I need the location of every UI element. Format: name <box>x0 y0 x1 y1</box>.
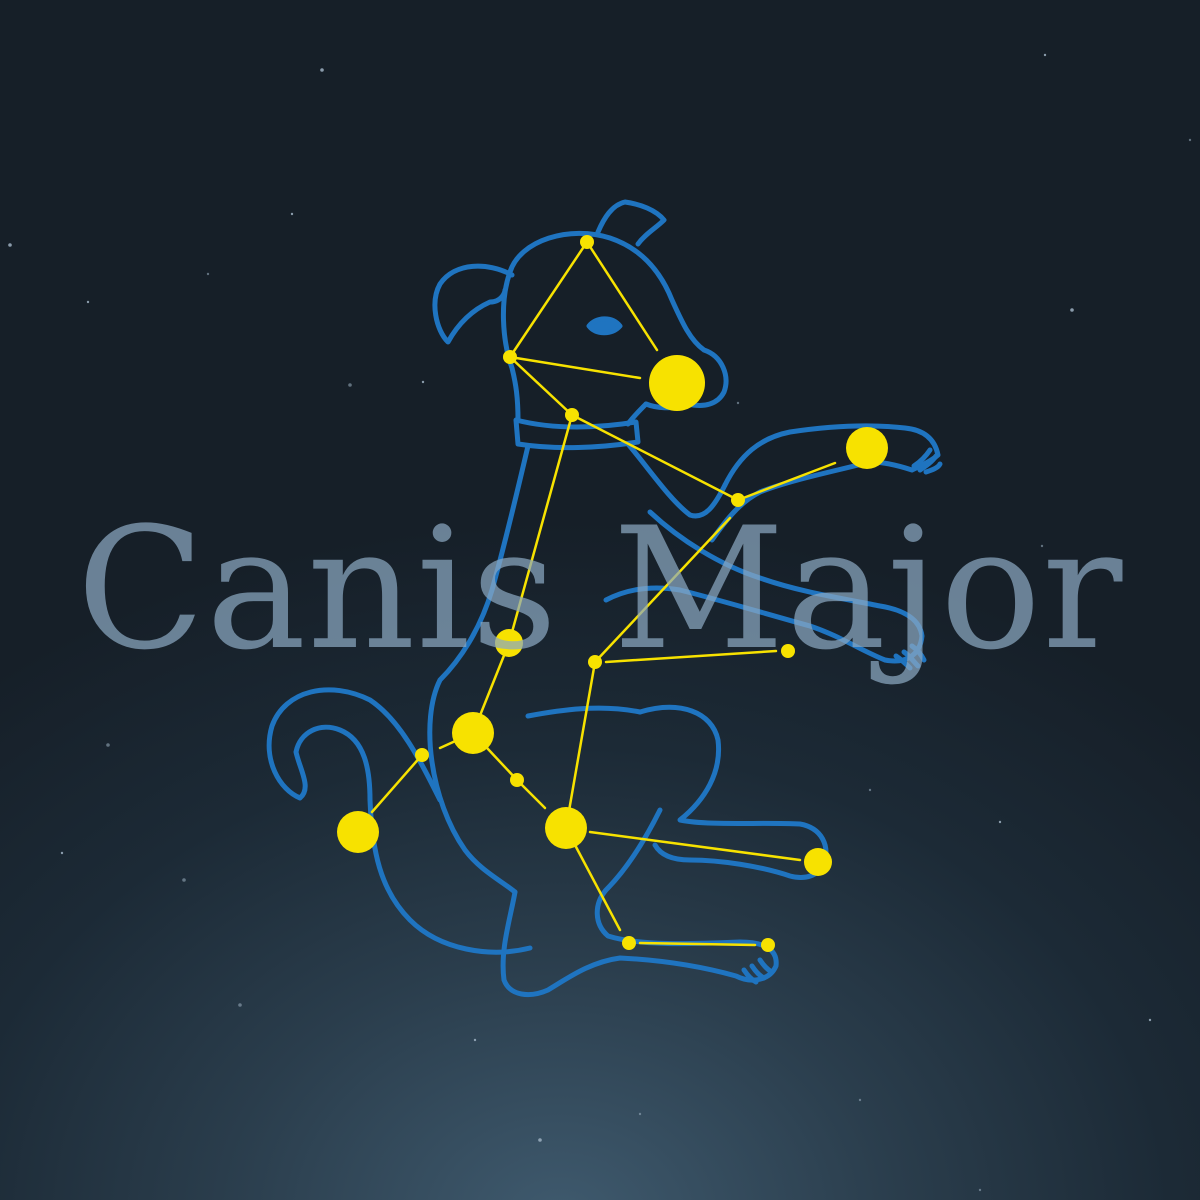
star-tail-tip <box>337 811 379 853</box>
background-star <box>998 820 1002 824</box>
star-neck <box>565 408 579 422</box>
star-ear <box>503 350 517 364</box>
background-star <box>320 68 324 72</box>
background-star <box>206 272 210 276</box>
dog-collar <box>513 417 641 451</box>
constellation-line <box>638 941 757 947</box>
background-star <box>1040 544 1044 548</box>
dog-haunch-outline <box>637 704 829 880</box>
dog-back-paw-toes <box>741 957 775 985</box>
constellation-line <box>508 355 642 380</box>
constellation-line <box>370 753 424 814</box>
star-front-paw <box>846 427 888 469</box>
constellation-line <box>507 413 574 645</box>
dog-tail <box>266 687 533 955</box>
background-star <box>1188 138 1192 142</box>
constellation-line <box>585 240 659 352</box>
star-paw <box>781 644 795 658</box>
constellation-lines <box>370 240 837 947</box>
background-star <box>60 851 64 855</box>
star-rump <box>452 712 494 754</box>
constellation-line <box>570 413 740 502</box>
dog-second-front-leg <box>603 509 925 664</box>
dog-belly-outline <box>525 705 643 719</box>
background-star <box>538 1138 542 1142</box>
background-star <box>736 401 740 405</box>
background-star <box>858 1098 862 1102</box>
dog-eye <box>586 316 623 336</box>
constellation-line <box>564 660 597 830</box>
star-hip <box>510 773 524 787</box>
background-star <box>638 1112 642 1116</box>
star-sirius <box>649 355 705 411</box>
star-adhara <box>545 807 587 849</box>
constellation-line <box>588 830 802 862</box>
background-star <box>348 383 352 387</box>
background-star <box>421 380 425 384</box>
dog-back-outline <box>427 443 531 895</box>
dog-front-paw-toes <box>911 447 943 475</box>
star-back-foot <box>622 936 636 950</box>
background-star <box>182 878 186 882</box>
dog-neck-outline <box>501 269 521 423</box>
background-star <box>86 300 90 304</box>
star-back <box>495 629 523 657</box>
background-star <box>8 243 12 247</box>
background-stars <box>8 53 1192 1192</box>
dog-left-ear <box>432 263 515 345</box>
background-star <box>473 1038 477 1042</box>
star-hind-paw <box>804 848 832 876</box>
background-star <box>868 788 872 792</box>
constellation-line <box>593 516 732 664</box>
background-star <box>1043 53 1047 57</box>
star-head-top <box>580 235 594 249</box>
dog-chest-outline <box>625 441 728 519</box>
constellation-stars <box>337 235 888 952</box>
constellation-line <box>508 355 574 417</box>
star-chest <box>588 655 602 669</box>
dog-back-leg <box>500 807 779 998</box>
background-star <box>106 743 110 747</box>
background-star <box>290 212 294 216</box>
star-back-toe <box>761 938 775 952</box>
star-shoulder <box>731 493 745 507</box>
constellation-line <box>508 240 589 359</box>
constellation-line <box>604 649 778 664</box>
dog-outline <box>266 199 943 998</box>
background-star <box>978 1188 982 1192</box>
star-tail-base <box>415 748 429 762</box>
background-star <box>1148 1018 1152 1022</box>
constellation-line <box>736 461 837 502</box>
background-star <box>1070 308 1074 312</box>
dog-second-paw-toes <box>893 643 927 671</box>
dog-right-ear <box>595 199 667 247</box>
constellation-title: Canis Major <box>76 491 1124 687</box>
background-star <box>238 1003 242 1007</box>
